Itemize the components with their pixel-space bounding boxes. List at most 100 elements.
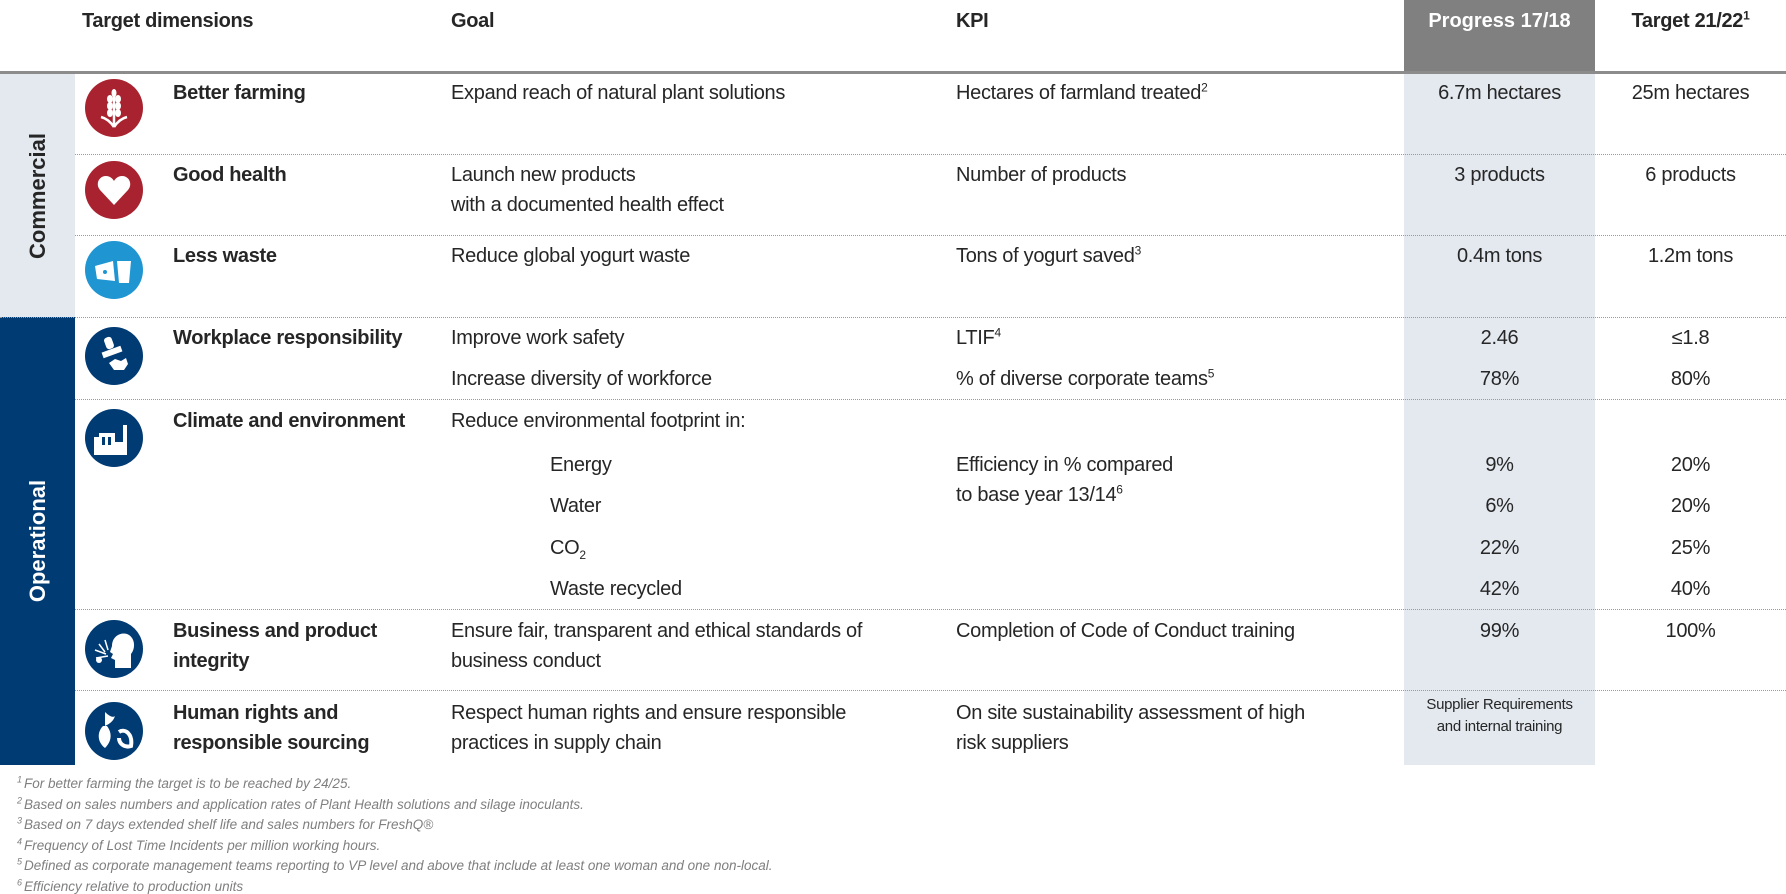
heart-icon	[85, 161, 143, 219]
target-value: 6 products	[1595, 160, 1786, 190]
progress-value-text: 3 products	[1454, 164, 1545, 186]
goal: Respect human rights and ensure responsi…	[451, 698, 846, 728]
kpi-text: LTIF	[956, 327, 995, 349]
dimension-name: Human rights and	[173, 698, 339, 728]
progress-value: 42%	[1404, 574, 1595, 604]
dimension-name: Good health	[173, 160, 287, 190]
safety-stamp-icon	[85, 327, 143, 385]
goal: Expand reach of natural plant solutions	[451, 78, 785, 108]
footprint-item: Energy	[550, 450, 612, 480]
goal-text: Reduce global yogurt waste	[451, 245, 691, 267]
dimension-name-line2-text: responsible sourcing	[173, 732, 370, 754]
footnote: 3 Based on 7 days extended shelf life and…	[17, 816, 434, 832]
header-kpi: KPI	[956, 10, 989, 32]
header-target: Target 21/221	[1595, 9, 1786, 33]
goal-line2: practices in supply chain	[451, 728, 662, 758]
dimension-name-text: Less waste	[173, 245, 277, 267]
operational-label: Operational	[24, 479, 50, 603]
dimension-name-text: Climate and environment	[173, 410, 406, 432]
footnote: 6 Efficiency relative to production units	[17, 878, 244, 894]
commercial-band: Commercial	[0, 74, 75, 317]
kpi: % of diverse corporate teams5	[956, 364, 1214, 394]
target-value: 20%	[1595, 491, 1786, 521]
kpi-sup: 3	[1134, 243, 1142, 258]
progress-value-text: 0.4m tons	[1456, 245, 1543, 267]
target-value: 80%	[1595, 364, 1786, 394]
kpi: Tons of yogurt saved3	[956, 241, 1141, 271]
kpi-text: Hectares of farmland treated	[956, 82, 1202, 104]
target-value: ≤1.8	[1595, 323, 1786, 353]
goal: Reduce global yogurt waste	[451, 241, 690, 271]
dimension-name-text: Workplace responsibility	[173, 327, 403, 349]
progress-value-text: 42%	[1479, 578, 1520, 600]
operational-band: Operational	[0, 317, 75, 765]
footprint-item: CO2	[550, 533, 586, 563]
kpi-line2-sup: 6	[1116, 482, 1123, 497]
footnote-text: Efficiency relative to production units	[24, 878, 244, 894]
footprint-item-text: Waste recycled	[550, 578, 682, 600]
kpi-text: Number of products	[956, 164, 1127, 186]
kpi: Hectares of farmland treated2	[956, 78, 1208, 108]
kpi-line2-text: risk suppliers	[956, 732, 1069, 754]
kpi-sup: 5	[1207, 366, 1215, 381]
dimension-name-line2: responsible sourcing	[173, 728, 370, 758]
progress-value-text: Supplier Requirements	[1426, 696, 1573, 713]
progress-value: 99%	[1404, 616, 1595, 646]
footnote: 1 For better farming the target is to be …	[17, 775, 351, 791]
progress-value-text: 99%	[1479, 620, 1520, 642]
goal-line2: business conduct	[451, 646, 601, 676]
goal-line2: with a documented health effect	[451, 190, 724, 220]
goal: Ensure fair, transparent and ethical sta…	[451, 616, 862, 646]
target-value-text: ≤1.8	[1671, 327, 1710, 349]
goal-text: Reduce environmental footprint in:	[451, 410, 746, 432]
progress-value: 6.7m hectares	[1404, 78, 1595, 108]
progress-value: 3 products	[1404, 160, 1595, 190]
footprint-item: Waste recycled	[550, 574, 682, 604]
kpi-line2: risk suppliers	[956, 728, 1069, 758]
target-value-text: 20%	[1670, 454, 1711, 476]
kpi-text: Tons of yogurt saved	[956, 245, 1135, 267]
footprint-item-sub: 2	[579, 548, 586, 562]
kpi-line2-text: to base year 13/14	[956, 484, 1117, 506]
kpi-text: Efficiency in % compared	[956, 454, 1173, 476]
footprint-item-text: Water	[550, 495, 602, 517]
progress-value-text: 22%	[1479, 537, 1520, 559]
footnote-number: 5	[17, 856, 23, 867]
target-value: 25m hectares	[1595, 78, 1786, 108]
target-value-text: 1.2m tons	[1647, 245, 1734, 267]
goal: Increase diversity of workforce	[451, 364, 712, 394]
kpi: LTIF4	[956, 323, 1001, 353]
kpi: Completion of Code of Conduct training	[956, 616, 1295, 646]
goal-text: Respect human rights and ensure responsi…	[451, 702, 847, 724]
footnote: 5 Defined as corporate management teams r…	[17, 856, 773, 873]
row-separator	[75, 235, 1786, 236]
footprint-item: Water	[550, 491, 601, 521]
footnote-text: Based on 7 days extended shelf life and …	[24, 817, 434, 832]
target-value-text: 6 products	[1645, 164, 1736, 186]
target-value-text: 80%	[1670, 368, 1711, 390]
dimension-name: Less waste	[173, 241, 277, 271]
progress-value-text: 9%	[1485, 454, 1514, 476]
sourcing-icon	[85, 702, 143, 760]
footnote-number: 2	[17, 795, 23, 805]
footnote-number: 4	[17, 836, 23, 846]
kpi: Number of products	[956, 160, 1127, 190]
dimension-name: Business and product	[173, 616, 377, 646]
header-target-label: Target 21/22	[1631, 10, 1744, 32]
goal-line2-text: practices in supply chain	[451, 732, 662, 754]
progress-value: 22%	[1404, 533, 1595, 563]
kpi-line2: to base year 13/146	[956, 480, 1123, 510]
progress-value: 6%	[1404, 491, 1595, 521]
food-waste-icon	[85, 241, 143, 299]
goal-line2-text: business conduct	[451, 650, 601, 672]
progress-value-text: 6.7m hectares	[1438, 82, 1561, 104]
goal-text: Launch new products	[451, 164, 636, 186]
kpi-text: % of diverse corporate teams	[956, 368, 1208, 390]
kpi: Efficiency in % compared	[956, 450, 1173, 480]
target-value-text: 25m hectares	[1631, 82, 1750, 104]
dimension-name-text: Better farming	[173, 82, 306, 104]
goal: Launch new products	[451, 160, 636, 190]
goal-text: Ensure fair, transparent and ethical sta…	[451, 620, 863, 642]
header-goal: Goal	[451, 10, 495, 32]
footnote-text: Defined as corporate management teams re…	[24, 858, 773, 873]
